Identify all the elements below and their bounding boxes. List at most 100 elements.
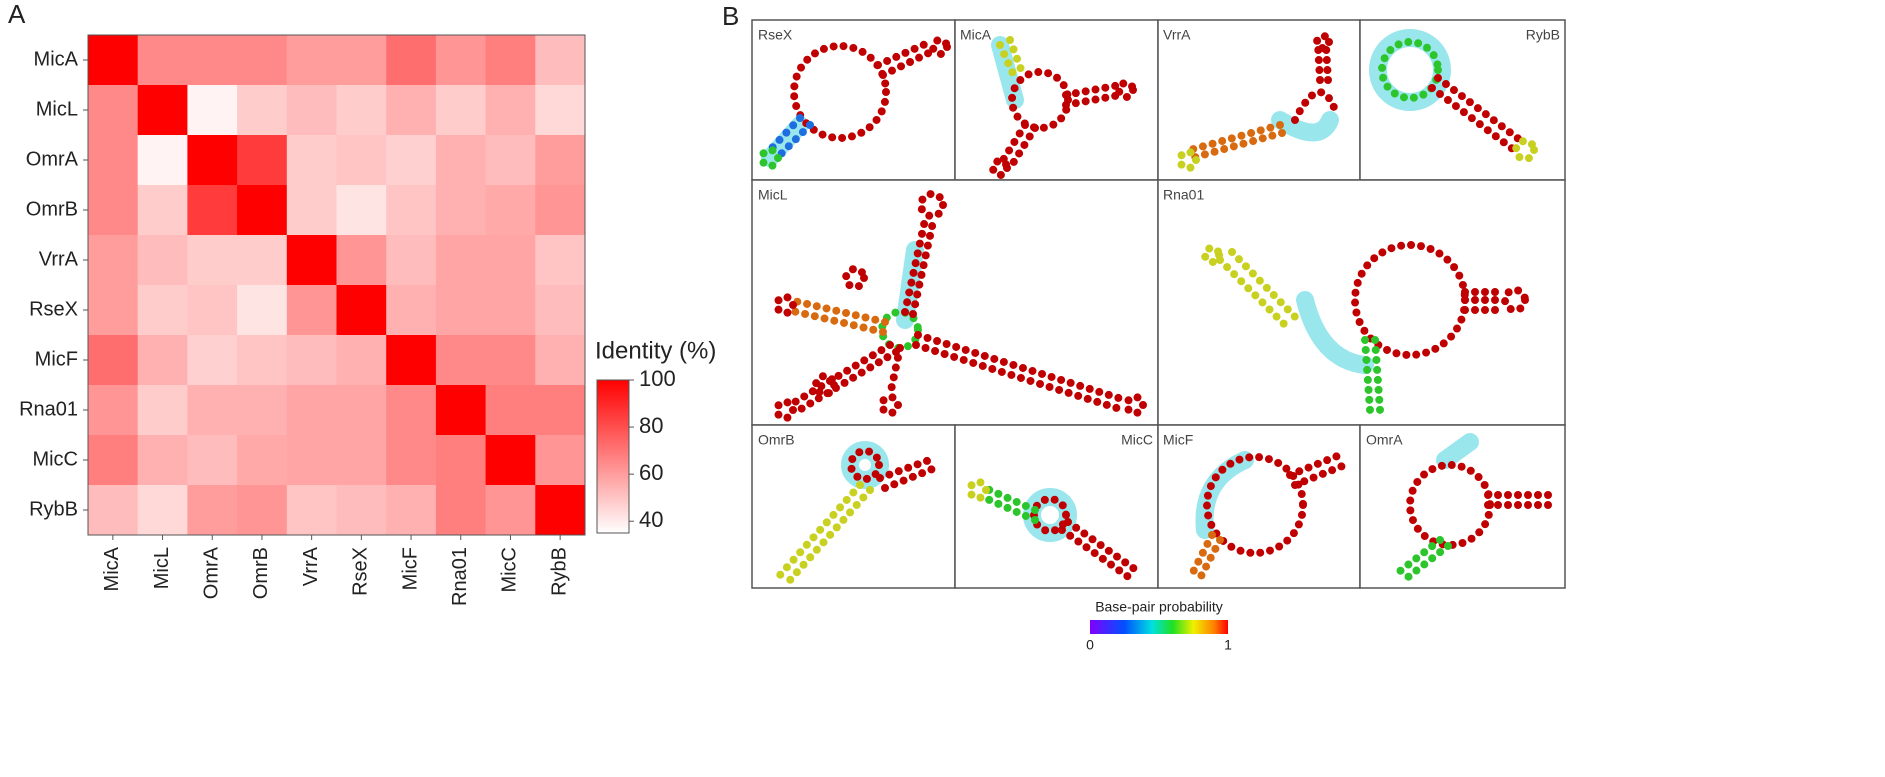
heatmap-cell <box>535 435 586 486</box>
heatmap-cell <box>485 185 536 236</box>
heatmap-cell <box>386 485 437 536</box>
structure-label: OmrA <box>1366 432 1403 448</box>
heatmap-cell <box>386 285 437 336</box>
heatmap-cell <box>88 135 139 186</box>
heatmap-cell <box>435 485 487 536</box>
x-tick-label: MicF <box>399 547 421 590</box>
heatmap-frame <box>87 34 586 536</box>
heatmap-cell <box>137 435 188 486</box>
structure-label: RybB <box>1526 27 1560 43</box>
heatmap-cell <box>187 35 238 86</box>
x-tick-label: MicC <box>499 547 521 593</box>
heatmap-cell <box>237 385 288 436</box>
heatmap-cell <box>286 385 337 436</box>
x-tick-label: OmrB <box>250 547 272 599</box>
heatmap-cell <box>286 135 337 186</box>
structure-box <box>954 19 1159 181</box>
heatmap-cell <box>386 335 437 386</box>
panel-label: B <box>722 1 739 31</box>
heatmap-cell <box>137 135 188 186</box>
heatmap-cell <box>485 285 536 336</box>
colorbar-tick-label: 0 <box>1086 637 1094 653</box>
x-tick-label: RybB <box>548 547 570 596</box>
heatmap-cell <box>535 135 586 186</box>
colorbar-tick-label: 100 <box>639 366 676 391</box>
heatmap-cell <box>485 135 536 186</box>
heatmap-cell <box>286 435 337 486</box>
y-tick-label: Rna01 <box>19 398 78 420</box>
x-tick-label: MicA <box>101 546 123 591</box>
heatmap-cell <box>386 435 437 486</box>
heatmap-cell <box>485 435 536 486</box>
heatmap-cell <box>137 385 188 436</box>
heatmap-cell <box>386 185 437 236</box>
structure-label: Rna01 <box>1163 187 1204 203</box>
colorbar-tick-label: 60 <box>639 460 663 485</box>
y-tick-label: MicC <box>32 448 78 470</box>
heatmap-cell <box>386 235 437 286</box>
rna-structure <box>1186 451 1349 586</box>
heatmap-cell <box>336 135 387 186</box>
heatmap-cell <box>386 385 437 436</box>
y-tick-label: RybB <box>29 498 78 520</box>
heatmap-cell <box>485 85 536 136</box>
heatmap-cell <box>485 385 536 436</box>
heatmap-cell <box>137 485 188 536</box>
heatmap-cell <box>237 285 288 336</box>
heatmap-cell <box>435 285 487 336</box>
x-tick-label: MicL <box>151 547 173 589</box>
heatmap-cell <box>286 35 337 86</box>
heatmap-cell <box>386 135 437 186</box>
heatmap-cell <box>88 35 139 86</box>
heatmap-cell <box>386 85 437 136</box>
heatmap-cell <box>137 335 188 386</box>
heatmap-cell <box>286 235 337 286</box>
y-tick-label: VrrA <box>39 248 79 270</box>
heatmap-cell <box>237 235 288 286</box>
structure-label: VrrA <box>1163 27 1191 43</box>
heatmap-cell <box>336 85 387 136</box>
heatmap-cell <box>535 235 586 286</box>
heatmap-cell <box>88 485 139 536</box>
heatmap-cell <box>535 85 586 136</box>
heatmap-cell <box>535 185 586 236</box>
heatmap-cell <box>336 385 387 436</box>
colorbar-title: Base-pair probability <box>1095 599 1223 615</box>
heatmap-cell <box>237 485 288 536</box>
box-labels: RseX MicA VrrA RybB MicL Rna01 OmrB MicC… <box>758 27 1560 448</box>
heatmap-cell <box>336 335 387 386</box>
x-tick-label: VrrA <box>300 546 322 586</box>
heatmap-cell <box>485 35 536 86</box>
x-tick-label: Rna01 <box>449 547 471 606</box>
heatmap-cell <box>485 235 536 286</box>
rna-structure <box>1176 32 1339 172</box>
heatmap-cell <box>137 235 188 286</box>
heatmap-cell <box>88 235 139 286</box>
heatmap-cell <box>187 485 238 536</box>
rna-structure <box>758 36 951 170</box>
rna-structure <box>1391 433 1554 585</box>
rna-structure <box>1201 241 1529 414</box>
heatmap-cell <box>88 335 139 386</box>
y-tick-label: MicL <box>36 98 78 120</box>
heatmap-cell <box>137 285 188 336</box>
heatmap-cell <box>286 335 337 386</box>
heatmap-cell <box>137 85 188 136</box>
heatmap-cell <box>237 85 288 136</box>
y-tick-label: MicA <box>34 48 79 70</box>
rna-structure <box>989 36 1137 179</box>
rna-structure <box>1369 29 1538 163</box>
structure-panel: RseX MicA VrrA RybB MicL Rna01 OmrB MicC… <box>751 19 1566 653</box>
heatmap-cell <box>237 135 288 186</box>
rna-structure <box>966 478 1140 582</box>
colorbar-tick-label: 1 <box>1224 637 1232 653</box>
heatmap-cell <box>435 385 487 436</box>
heatmap-cell <box>187 285 238 336</box>
heatmap-cell <box>137 185 188 236</box>
heatmap-cell <box>237 435 288 486</box>
heatmap-cell <box>88 85 139 136</box>
heatmap-cell <box>187 335 238 386</box>
heatmap-cell <box>187 435 238 486</box>
heatmap-cell <box>535 385 586 436</box>
heatmap-cell <box>336 435 387 486</box>
